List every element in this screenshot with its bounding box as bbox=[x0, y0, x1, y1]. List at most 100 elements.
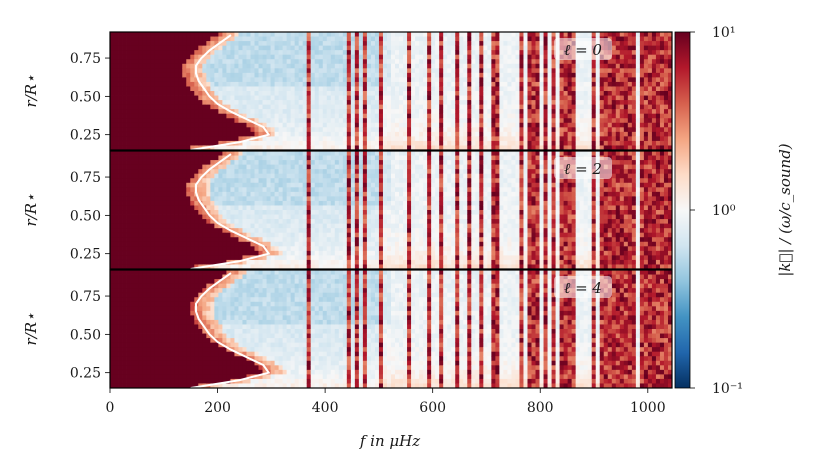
heatmap-cell bbox=[423, 95, 428, 101]
heatmap-cell bbox=[603, 122, 609, 128]
heatmap-cell bbox=[651, 131, 657, 137]
heatmap-cell bbox=[230, 118, 235, 124]
heatmap-cell bbox=[174, 113, 179, 119]
heatmap-cell bbox=[643, 113, 649, 119]
heatmap-cell bbox=[242, 59, 247, 65]
heatmap-cell bbox=[467, 145, 472, 150]
heatmap-cell bbox=[254, 95, 259, 101]
heatmap-cell bbox=[230, 113, 235, 119]
heatmap-cell bbox=[198, 127, 203, 133]
heatmap-cell bbox=[218, 223, 223, 229]
heatmap-cell bbox=[290, 255, 296, 261]
heatmap-cell bbox=[411, 72, 416, 78]
heatmap-cell bbox=[142, 255, 147, 261]
heatmap-cell bbox=[286, 50, 292, 56]
heatmap-cell bbox=[290, 36, 296, 42]
heatmap-cell bbox=[511, 50, 516, 56]
heatmap-cell bbox=[218, 169, 223, 175]
heatmap-cell bbox=[190, 68, 195, 74]
heatmap-cell bbox=[491, 113, 496, 119]
heatmap-cell bbox=[182, 205, 187, 211]
heatmap-cell bbox=[495, 113, 500, 119]
heatmap-cell bbox=[114, 86, 119, 92]
heatmap-cell bbox=[222, 264, 227, 269]
heatmap-cell bbox=[314, 86, 320, 92]
heatmap-cell bbox=[126, 246, 131, 252]
heatmap-cell bbox=[491, 104, 496, 110]
heatmap-cell bbox=[242, 264, 247, 269]
heatmap-cell bbox=[194, 250, 199, 256]
heatmap-cell bbox=[274, 68, 279, 74]
heatmap-cell bbox=[154, 259, 159, 265]
heatmap-cell bbox=[298, 50, 304, 56]
heatmap-cell bbox=[399, 54, 404, 60]
heatmap-cell bbox=[306, 45, 312, 51]
heatmap-cell bbox=[166, 122, 171, 128]
heatmap-cell bbox=[114, 81, 119, 87]
heatmap-cell bbox=[551, 45, 556, 51]
heatmap-cell bbox=[551, 127, 556, 133]
heatmap-cell bbox=[110, 255, 115, 261]
heatmap-cell bbox=[118, 95, 123, 101]
heatmap-cell bbox=[330, 50, 336, 56]
heatmap-cell bbox=[539, 100, 544, 106]
heatmap-cell bbox=[451, 45, 456, 51]
heatmap-cell bbox=[467, 86, 472, 92]
heatmap-cell bbox=[254, 191, 259, 197]
heatmap-cell bbox=[615, 118, 621, 124]
heatmap-cell bbox=[226, 164, 231, 170]
heatmap-cell bbox=[110, 127, 115, 133]
heatmap-cell bbox=[463, 127, 468, 133]
heatmap-cell bbox=[599, 131, 605, 137]
heatmap-cell bbox=[378, 54, 384, 60]
heatmap-cell bbox=[298, 72, 304, 78]
heatmap-cell bbox=[667, 118, 672, 124]
heatmap-cell bbox=[306, 151, 312, 156]
heatmap-cell bbox=[515, 41, 520, 47]
heatmap-cell bbox=[114, 241, 119, 247]
heatmap-cell bbox=[234, 241, 239, 247]
heatmap-cell bbox=[306, 191, 312, 197]
heatmap-cell bbox=[194, 36, 199, 42]
heatmap-cell bbox=[158, 164, 163, 170]
heatmap-cell bbox=[278, 259, 284, 265]
heatmap-cell bbox=[415, 140, 420, 146]
heatmap-cell bbox=[274, 255, 279, 261]
heatmap-cell bbox=[250, 223, 255, 229]
heatmap-cell bbox=[334, 68, 340, 74]
heatmap-cell bbox=[286, 136, 292, 142]
heatmap-cell bbox=[415, 122, 420, 128]
heatmap-cell bbox=[302, 113, 308, 119]
heatmap-cell bbox=[607, 109, 613, 115]
heatmap-cell bbox=[254, 81, 259, 87]
heatmap-cell bbox=[338, 131, 344, 137]
heatmap-cell bbox=[118, 205, 123, 211]
heatmap-cell bbox=[467, 95, 472, 101]
heatmap-cell bbox=[258, 205, 263, 211]
heatmap-cell bbox=[114, 54, 119, 60]
heatmap-cell bbox=[655, 63, 661, 69]
heatmap-cell bbox=[118, 219, 123, 225]
heatmap-cell bbox=[395, 122, 400, 128]
heatmap-cell bbox=[599, 91, 605, 96]
heatmap-cell bbox=[150, 72, 155, 78]
heatmap-cell bbox=[395, 127, 400, 133]
heatmap-cell bbox=[134, 151, 139, 156]
heatmap-cell bbox=[226, 113, 231, 119]
heatmap-cell bbox=[162, 214, 167, 220]
heatmap-cell bbox=[162, 45, 167, 51]
heatmap-cell bbox=[423, 77, 428, 83]
heatmap-cell bbox=[647, 72, 653, 78]
heatmap-cell bbox=[350, 81, 356, 87]
heatmap-cell bbox=[531, 104, 536, 110]
heatmap-cell bbox=[571, 131, 577, 137]
heatmap-cell bbox=[583, 95, 589, 101]
heatmap-cell bbox=[166, 86, 171, 92]
heatmap-cell bbox=[298, 59, 304, 65]
heatmap-cell bbox=[226, 191, 231, 197]
heatmap-cell bbox=[122, 136, 127, 142]
heatmap-cell bbox=[639, 68, 645, 74]
heatmap-cell bbox=[527, 72, 532, 78]
heatmap-cell bbox=[190, 109, 195, 115]
heatmap-cell bbox=[338, 122, 344, 128]
